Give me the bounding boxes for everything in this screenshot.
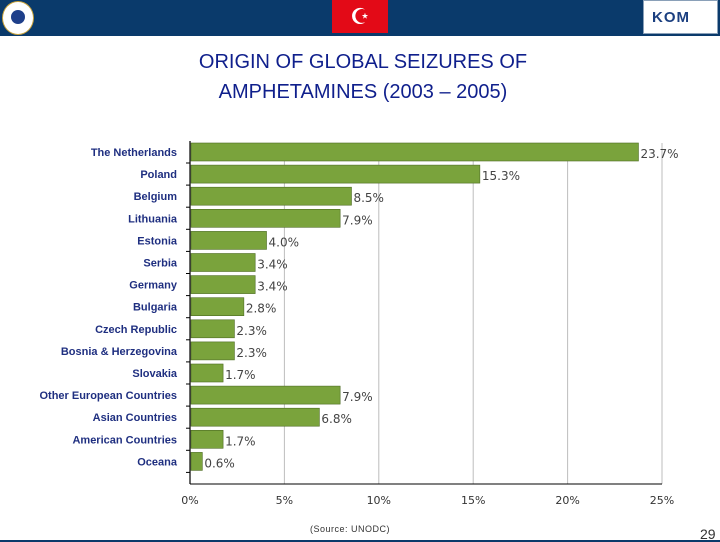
category-label: Asian Countries [93,412,177,424]
value-label: 2.8% [246,302,277,316]
value-label: 4.0% [269,235,300,249]
bar [190,142,639,162]
category-label: Bulgaria [133,302,178,314]
bar [190,253,256,272]
value-label: 7.9% [342,390,373,404]
bar [190,385,341,405]
bar [190,429,224,449]
kom-logo: KOM [643,0,718,34]
bar [190,452,203,471]
x-tick-label: 5% [276,494,293,507]
x-tick-label: 20% [555,494,579,507]
page-number: 29 [700,526,716,542]
category-label: Lithuania [128,213,178,225]
bar [190,341,235,361]
category-label: Slovakia [132,368,178,380]
x-tick-label: 10% [367,494,391,507]
category-label: Germany [129,280,178,292]
bar [190,231,267,250]
value-label: 7.9% [342,213,373,227]
value-label: 23.7% [640,147,678,161]
value-label: 3.4% [257,280,288,294]
bar [190,407,320,427]
category-label: Serbia [143,258,178,270]
category-label: Poland [140,169,177,181]
title-line-2: AMPHETAMINES (2003 – 2005) [218,81,508,103]
bar [190,275,256,294]
value-label: 0.6% [204,456,235,470]
category-label: Belgium [134,191,178,203]
category-label: Other European Countries [39,390,177,402]
police-emblem-icon [2,1,34,35]
slide-title: ORIGIN OF GLOBAL SEIZURES OF AMPHETAMINE… [0,47,720,107]
value-label: 15.3% [482,169,520,183]
title-line-1: ORIGIN OF GLOBAL SEIZURES OF [198,51,528,73]
value-label: 3.4% [257,258,288,272]
header-bar: ☪ KOM [0,0,720,36]
category-label: Estonia [137,235,178,247]
bar [190,363,224,383]
bar [190,186,352,206]
value-label: 1.7% [225,368,256,382]
category-label: Bosnia & Herzegovina [61,346,178,358]
bar [190,164,481,184]
value-label: 2.3% [236,324,267,338]
value-label: 8.5% [353,191,384,205]
bar [190,319,235,339]
bar [190,297,245,317]
source-note: (Source: UNODC) [310,524,391,534]
kom-logo-text: KOM [652,9,690,26]
bar [190,209,341,228]
category-label: Czech Republic [95,324,177,336]
value-label: 2.3% [236,346,267,360]
turkish-flag-icon: ☪ [332,0,388,33]
x-tick-label: 0% [181,494,198,507]
x-tick-label: 15% [461,494,485,507]
category-label: American Countries [72,434,177,446]
x-tick-label: 25% [650,494,674,507]
category-label: The Netherlands [91,147,177,159]
value-label: 6.8% [321,412,352,426]
category-label: Oceana [137,456,178,468]
value-label: 1.7% [225,434,256,448]
